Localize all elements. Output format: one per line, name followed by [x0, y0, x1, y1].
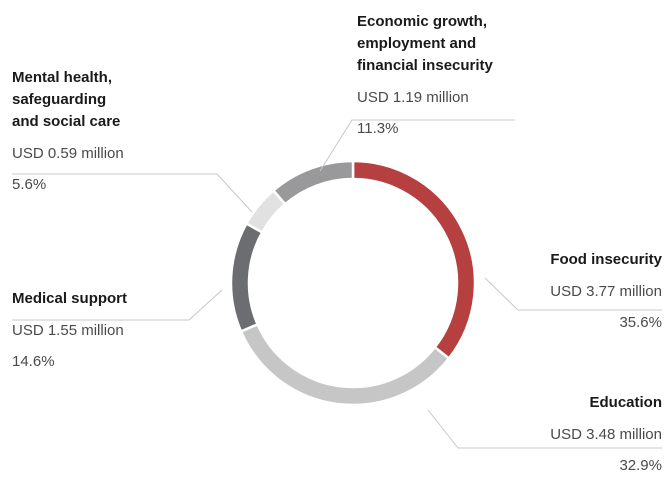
leader-line-food-insecurity	[484, 277, 662, 311]
category-label: Medical support	[12, 290, 128, 307]
percent-label: 14.6%	[12, 353, 55, 370]
amount-label: USD 1.19 million	[357, 89, 469, 106]
percent-label: 5.6%	[12, 176, 47, 193]
donut-slice-education	[239, 322, 451, 407]
leader-line-economic-growth	[319, 119, 515, 172]
donut-slices	[229, 159, 477, 407]
amount-label: USD 0.59 million	[12, 145, 124, 162]
amount-label: USD 3.48 million	[550, 426, 662, 443]
label-food-insecurity: Food insecurity USD 3.77 million 35.6%	[462, 249, 662, 334]
percent-label: 32.9%	[619, 457, 662, 474]
label-education: Education USD 3.48 million 32.9%	[462, 392, 662, 477]
category-label: Food insecurity	[550, 251, 662, 268]
donut-slice-economic-growth-employment-and-financial-insecurity	[271, 159, 355, 206]
amount-label: USD 1.55 million	[12, 322, 124, 339]
percent-label: 11.3%	[357, 120, 399, 137]
label-medical-support: Medical support USD 1.55 million 14.6%	[12, 288, 212, 373]
category-label: Education	[589, 394, 662, 411]
label-economic-growth: Economic growth, employment and financial …	[357, 11, 572, 140]
label-mental-health: Mental health, safeguarding and social car…	[12, 67, 182, 196]
leader-line-education	[427, 409, 662, 449]
category-label: Economic growth, employment and financial …	[357, 13, 493, 74]
leader-lines	[12, 119, 662, 449]
percent-label: 35.6%	[619, 314, 662, 331]
amount-label: USD 3.77 million	[550, 283, 662, 300]
category-label: Mental health, safeguarding and social car…	[12, 69, 121, 130]
donut-slice-medical-support	[229, 221, 264, 334]
leader-line-medical-support	[12, 289, 223, 321]
leader-line-mental-health	[12, 173, 253, 213]
donut-slice-food-insecurity	[351, 159, 477, 361]
